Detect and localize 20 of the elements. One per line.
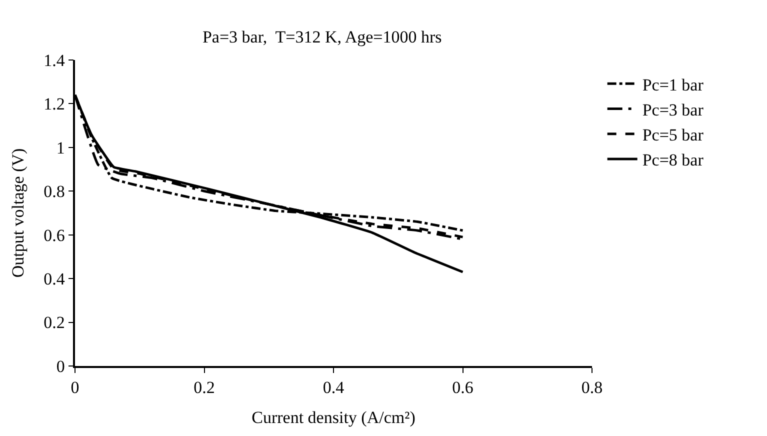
chart-title: Pa=3 bar, T=312 K, Age=1000 hrs [202, 27, 442, 46]
y-tick-label: 0 [56, 356, 65, 376]
y-axis-title: Output voltage (V) [8, 148, 28, 278]
y-tick-label: 1.2 [44, 94, 65, 114]
y-tick-label: 0.2 [44, 313, 65, 332]
legend-label: Pc=3 bar [642, 100, 704, 120]
x-tick-label: 0 [70, 378, 80, 398]
y-tick-label: 0.6 [44, 226, 65, 245]
legend-label: Pc=8 bar [642, 150, 704, 170]
x-axis-title: Current density (A/cm²) [252, 408, 416, 428]
x-tick-label: 0.4 [322, 378, 345, 398]
y-tick-label: 1 [56, 138, 65, 158]
legend-label: Pc=5 bar [642, 126, 704, 144]
y-tick-label: 0.8 [44, 182, 65, 202]
x-tick-label: 0.8 [581, 378, 603, 398]
legend-label: Pc=1 bar [642, 75, 704, 94]
y-tick-label: 1.4 [44, 50, 66, 70]
y-tick-label: 0.4 [44, 270, 66, 289]
x-tick-label: 0.2 [194, 378, 215, 398]
x-tick-label: 0.6 [452, 378, 474, 398]
